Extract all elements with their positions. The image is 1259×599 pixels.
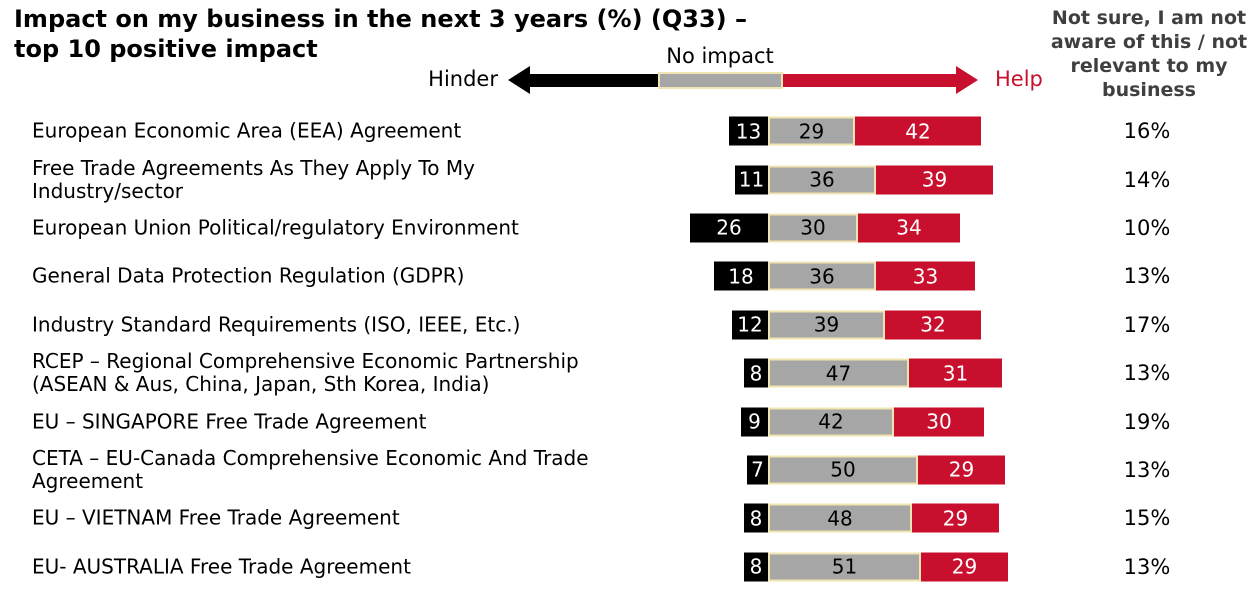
bar-segment-hinder: 13 — [729, 116, 768, 146]
row-label: CETA – EU-Canada Comprehensive Economic … — [32, 445, 589, 493]
bar-segment-hinder: 9 — [741, 407, 768, 437]
bar-segment-help: 29 — [921, 552, 1008, 582]
stacked-bar: 13 29 42 — [729, 116, 981, 146]
not-sure-percent: 15% — [1123, 506, 1171, 531]
chart-rows: European Economic Area (EEA) Agreement 13… — [0, 107, 1259, 591]
bar-segment-hinder: 18 — [714, 261, 768, 291]
bar-segment-no-impact: 39 — [768, 310, 885, 340]
stacked-bar: 9 42 30 — [741, 407, 984, 437]
page-title: Impact on my business in the next 3 year… — [14, 5, 747, 63]
row-label: General Data Protection Regulation (GDPR… — [32, 263, 465, 288]
hinder-arrow-body — [528, 73, 658, 87]
bar-segment-no-impact: 29 — [768, 116, 855, 146]
legend-help-label: Help — [995, 67, 1043, 91]
stacked-bar: 8 47 31 — [744, 358, 1002, 388]
bar-segment-help: 30 — [894, 407, 984, 437]
stacked-bar: 12 39 32 — [732, 310, 981, 340]
not-sure-percent: 13% — [1123, 361, 1171, 386]
bar-segment-hinder: 7 — [747, 455, 768, 485]
bar-segment-help: 42 — [855, 116, 981, 146]
chart-row: Free Trade Agreements As They Apply To M… — [0, 155, 1259, 203]
chart-row: EU – VIETNAM Free Trade Agreement 8 48 29 15… — [0, 494, 1259, 542]
chart-row: General Data Protection Regulation (GDPR… — [0, 252, 1259, 300]
hinder-arrow-icon — [508, 66, 530, 94]
row-label: European Union Political/regulatory Envi… — [32, 215, 519, 240]
bar-segment-help: 31 — [909, 358, 1002, 388]
not-sure-percent: 16% — [1123, 119, 1171, 144]
row-label: Industry Standard Requirements (ISO, IEE… — [32, 312, 521, 337]
row-label: RCEP – Regional Comprehensive Economic P… — [32, 349, 579, 397]
bar-segment-help: 32 — [885, 310, 981, 340]
not-sure-column-header: Not sure, I am not aware of this / not r… — [1050, 7, 1248, 101]
bar-segment-no-impact: 42 — [768, 407, 894, 437]
stacked-bar: 8 48 29 — [744, 503, 999, 533]
bar-segment-no-impact: 47 — [768, 358, 909, 388]
bar-segment-help: 34 — [858, 213, 960, 243]
not-sure-percent: 19% — [1123, 409, 1171, 434]
chart-row: EU- AUSTRALIA Free Trade Agreement 8 51 29 1… — [0, 543, 1259, 591]
bar-segment-no-impact: 36 — [768, 261, 876, 291]
not-sure-percent: 13% — [1123, 264, 1171, 289]
row-label: EU – VIETNAM Free Trade Agreement — [32, 505, 400, 530]
stacked-bar: 8 51 29 — [744, 552, 1008, 582]
stacked-bar: 26 30 34 — [690, 213, 960, 243]
not-sure-percent: 14% — [1123, 167, 1171, 192]
row-label: European Economic Area (EEA) Agreement — [32, 118, 462, 143]
bar-segment-no-impact: 36 — [768, 165, 876, 195]
bar-segment-hinder: 12 — [732, 310, 768, 340]
not-sure-percent: 17% — [1123, 312, 1171, 337]
bar-segment-help: 29 — [918, 455, 1005, 485]
help-arrow-body — [783, 73, 958, 87]
no-impact-segment — [658, 71, 783, 89]
stacked-bar: 18 36 33 — [714, 261, 975, 291]
row-label: EU – SINGAPORE Free Trade Agreement — [32, 409, 427, 434]
bar-segment-help: 33 — [876, 261, 975, 291]
bar-segment-help: 29 — [912, 503, 999, 533]
help-arrow-icon — [956, 66, 978, 94]
legend-no-impact-label: No impact — [666, 44, 774, 68]
chart-row: EU – SINGAPORE Free Trade Agreement 9 42 30… — [0, 397, 1259, 445]
stacked-bar: 7 50 29 — [747, 455, 1005, 485]
legend-hinder-label: Hinder — [428, 67, 498, 91]
stacked-bar: 11 36 39 — [735, 165, 993, 195]
row-label: EU- AUSTRALIA Free Trade Agreement — [32, 554, 411, 579]
bar-segment-help: 39 — [876, 165, 993, 195]
row-label: Free Trade Agreements As They Apply To M… — [32, 155, 475, 203]
not-sure-percent: 13% — [1123, 457, 1171, 482]
bar-segment-no-impact: 48 — [768, 503, 912, 533]
chart-row: CETA – EU-Canada Comprehensive Economic … — [0, 446, 1259, 494]
bar-segment-hinder: 26 — [690, 213, 768, 243]
bar-segment-hinder: 8 — [744, 503, 768, 533]
chart-row: European Union Political/regulatory Envi… — [0, 204, 1259, 252]
bar-segment-hinder: 8 — [744, 552, 768, 582]
chart-row: European Economic Area (EEA) Agreement 13… — [0, 107, 1259, 155]
bar-segment-no-impact: 30 — [768, 213, 858, 243]
not-sure-percent: 13% — [1123, 554, 1171, 579]
bar-segment-no-impact: 51 — [768, 552, 921, 582]
bar-segment-hinder: 8 — [744, 358, 768, 388]
chart-row: Industry Standard Requirements (ISO, IEE… — [0, 301, 1259, 349]
bar-segment-no-impact: 50 — [768, 455, 918, 485]
not-sure-percent: 10% — [1123, 215, 1171, 240]
chart-row: RCEP – Regional Comprehensive Economic P… — [0, 349, 1259, 397]
bar-segment-hinder: 11 — [735, 165, 768, 195]
